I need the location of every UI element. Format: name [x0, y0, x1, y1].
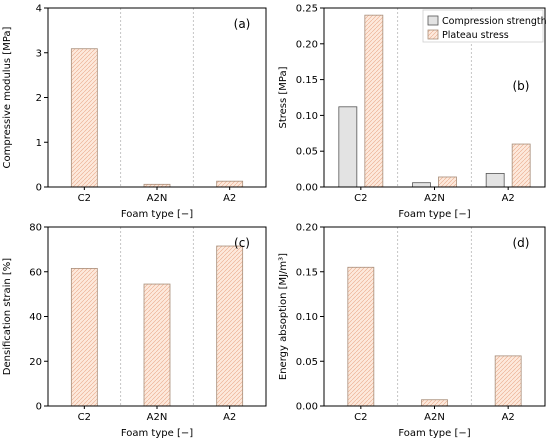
y-tick-label: 20 — [29, 357, 42, 368]
x-tick-label: A2N — [424, 412, 445, 423]
x-axis-label: Foam type [−] — [398, 209, 470, 220]
x-tick-label: C2 — [78, 193, 91, 204]
y-axis-label: Energy absoption [MJ/m³] — [278, 253, 289, 380]
y-axis-label: Stress [MPa] — [278, 66, 289, 128]
y-tick-label: 40 — [29, 312, 42, 323]
y-tick-label: 0.00 — [296, 402, 318, 413]
y-tick-label: 0.15 — [296, 267, 318, 278]
legend-entry: Compression strength — [442, 16, 547, 27]
x-tick-label: A2N — [424, 193, 445, 204]
x-tick-label: A2N — [147, 412, 168, 423]
y-tick-label: 0.00 — [296, 183, 318, 194]
y-tick-label: 80 — [29, 223, 42, 234]
x-tick-label: A2 — [502, 412, 515, 423]
bar-a2n — [143, 283, 171, 407]
y-tick-label: 0.25 — [296, 4, 318, 15]
y-tick-label: 1 — [36, 138, 42, 149]
y-tick-label: 0.05 — [296, 147, 318, 158]
panel-d: 0.00 0.05 0.10 0.15 0.20 C2 A2N A2 Foam type [−]… — [278, 223, 546, 439]
y-tick-label: 0.10 — [296, 111, 318, 122]
bar-a2-plateau — [511, 143, 531, 188]
x-axis-label: Foam type [−] — [121, 428, 193, 439]
bar-c2-compression — [338, 106, 358, 188]
bar-c2-plateau — [364, 14, 384, 188]
legend-entry: Plateau stress — [442, 30, 509, 41]
bar-c2 — [347, 266, 375, 407]
bar-c2 — [70, 267, 98, 407]
y-tick-label: 60 — [29, 267, 42, 278]
panel-label: (c) — [234, 236, 250, 250]
legend: Compression strength Plateau stress — [422, 9, 547, 43]
x-tick-label: A2N — [147, 193, 168, 204]
x-tick-label: A2 — [502, 193, 515, 204]
y-tick-label: 0.05 — [296, 357, 318, 368]
y-tick-label: 3 — [36, 48, 42, 59]
bar-a2 — [216, 180, 244, 188]
y-axis-label: Densification strain [%] — [2, 258, 13, 376]
panel-b: 0.00 0.05 0.10 0.15 0.20 0.25 C2 A2N A2 Foam type… — [278, 4, 547, 221]
x-axis-label: Foam type [−] — [121, 209, 193, 220]
y-tick-label: 2 — [36, 93, 42, 104]
y-tick-label: 4 — [36, 4, 42, 15]
y-tick-label: 0.15 — [296, 75, 318, 86]
bar-c2 — [70, 48, 98, 188]
x-tick-label: C2 — [354, 412, 367, 423]
bar-a2n-compression — [412, 182, 431, 188]
x-axis-label: Foam type [−] — [398, 428, 470, 439]
y-tick-label: 0.10 — [296, 312, 318, 323]
legend-box — [422, 9, 544, 43]
panel-c: 0 20 40 60 80 C2 A2N A2 Foam type [−] Densificati… — [2, 223, 267, 439]
y-axis-label: Compressive modulus [MPa] — [2, 26, 13, 168]
y-tick-label: 0 — [36, 402, 42, 413]
bar-a2n-plateau — [438, 176, 457, 188]
panel-label: (d) — [513, 236, 530, 250]
y-tick-label: 0 — [36, 183, 42, 194]
bar-a2 — [494, 355, 522, 407]
bar-a2-compression — [485, 172, 505, 188]
legend-swatch — [427, 29, 439, 40]
x-tick-label: A2 — [223, 193, 236, 204]
y-tick-label: 0.20 — [296, 223, 318, 234]
panel-label: (a) — [234, 17, 251, 31]
legend-swatch — [427, 15, 439, 26]
panel-a: 0 1 2 3 4 C2 A2N A2 Foam type [−] Compressive mod… — [2, 4, 267, 220]
x-tick-label: C2 — [354, 193, 367, 204]
panel-label: (b) — [513, 79, 530, 93]
x-tick-label: C2 — [78, 412, 91, 423]
y-tick-label: 0.20 — [296, 39, 318, 50]
bar-a2n — [421, 399, 448, 407]
x-tick-label: A2 — [223, 412, 236, 423]
bar-a2 — [216, 245, 244, 407]
